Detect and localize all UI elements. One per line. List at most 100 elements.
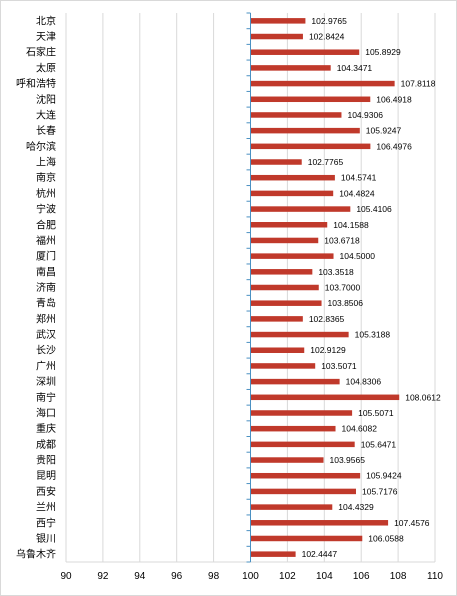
category-label: 武汉	[36, 328, 56, 341]
data-label: 107.8118	[401, 79, 436, 89]
x-tick-label: 94	[134, 571, 146, 582]
data-label: 104.1588	[333, 220, 369, 230]
category-label: 南昌	[36, 265, 56, 278]
axes	[66, 12, 435, 563]
category-label: 兰州	[36, 501, 56, 514]
data-label: 104.5000	[340, 251, 376, 261]
x-tick-label: 98	[208, 571, 220, 582]
category-label: 贵阳	[36, 454, 56, 467]
data-label: 103.3518	[318, 267, 354, 277]
category-label: 厦门	[36, 250, 56, 263]
data-label: 105.8929	[365, 47, 401, 57]
category-label: 上海	[36, 156, 56, 169]
labels: 90 92 94 96 98 100 102 104 106 108 110 北京 102.9765 天津…	[16, 14, 443, 582]
category-label: 广州	[36, 360, 56, 372]
x-tick-label: 102	[279, 571, 296, 582]
bar	[250, 394, 400, 401]
data-label: 105.4106	[356, 204, 392, 214]
category-label: 呼和浩特	[16, 78, 56, 90]
category-label: 长春	[36, 125, 56, 137]
bar	[250, 112, 342, 118]
data-label: 108.0612	[405, 392, 441, 402]
data-label: 104.9306	[347, 110, 383, 120]
bar	[250, 425, 336, 432]
x-tick-label: 108	[390, 571, 407, 582]
category-label: 西安	[36, 485, 56, 498]
data-label: 102.8365	[309, 314, 345, 324]
bar	[250, 33, 303, 40]
bar	[250, 504, 333, 510]
category-label: 成都	[36, 439, 56, 451]
category-label: 杭州	[36, 187, 56, 200]
data-label: 104.6082	[342, 424, 378, 434]
category-label: 海口	[36, 406, 56, 419]
bar	[250, 174, 335, 181]
category-label: 南京	[36, 171, 56, 184]
x-tick-label: 106	[353, 571, 370, 582]
bar	[250, 18, 306, 24]
bar	[250, 457, 324, 463]
data-label: 102.9129	[310, 345, 346, 355]
bar	[250, 143, 371, 150]
bar	[250, 520, 389, 526]
bar	[250, 410, 353, 416]
data-label: 105.9247	[366, 126, 402, 136]
category-label: 合肥	[36, 218, 56, 231]
x-tick-label: 100	[242, 571, 259, 582]
data-label: 102.7765	[308, 157, 344, 167]
category-label: 重庆	[36, 422, 56, 435]
data-label: 104.8306	[346, 377, 382, 387]
category-label: 北京	[36, 14, 56, 27]
category-label: 乌鲁木齐	[16, 548, 56, 561]
data-label: 106.4976	[376, 141, 412, 151]
bar	[250, 190, 334, 197]
data-label: 105.7176	[362, 486, 398, 496]
category-label: 昆明	[36, 470, 56, 482]
category-label: 天津	[36, 31, 56, 43]
data-label: 103.6718	[324, 235, 360, 245]
data-label: 105.6471	[361, 439, 397, 449]
bar	[250, 253, 334, 259]
category-label: 长沙	[36, 345, 56, 357]
data-label: 104.3471	[337, 63, 373, 73]
bar	[250, 222, 328, 228]
category-label: 银川	[36, 532, 56, 545]
bar	[250, 316, 303, 322]
bars	[250, 18, 400, 557]
category-label: 石家庄	[26, 46, 56, 59]
x-tick-label: 92	[97, 571, 109, 582]
category-label: 西宁	[36, 516, 56, 529]
bar	[250, 159, 302, 165]
bar	[250, 96, 371, 103]
category-label: 济南	[36, 281, 56, 294]
category-label: 沈阳	[36, 93, 56, 106]
category-label: 南宁	[36, 391, 56, 404]
category-label: 大连	[36, 108, 56, 121]
category-label: 太原	[36, 61, 56, 74]
data-label: 106.4918	[376, 94, 412, 104]
bar	[250, 363, 316, 369]
bar	[250, 269, 313, 275]
category-label: 哈尔滨	[26, 140, 56, 153]
data-label: 102.4447	[302, 549, 338, 559]
category-label: 宁波	[36, 203, 56, 216]
bar	[250, 488, 356, 495]
data-label: 103.7000	[325, 283, 361, 293]
bar	[250, 472, 361, 479]
bar	[250, 347, 305, 353]
bar	[250, 535, 363, 542]
category-label: 深圳	[36, 376, 56, 388]
bar	[250, 80, 395, 87]
data-label: 104.5741	[341, 173, 377, 183]
data-label: 102.9765	[311, 16, 347, 26]
data-label: 105.3188	[355, 330, 391, 340]
data-label: 106.0588	[368, 533, 404, 543]
bar	[250, 237, 319, 244]
data-label: 102.8424	[309, 32, 345, 42]
x-tick-label: 90	[60, 571, 72, 582]
data-label: 103.5071	[321, 361, 357, 371]
bar	[250, 378, 340, 385]
bar	[250, 300, 322, 306]
